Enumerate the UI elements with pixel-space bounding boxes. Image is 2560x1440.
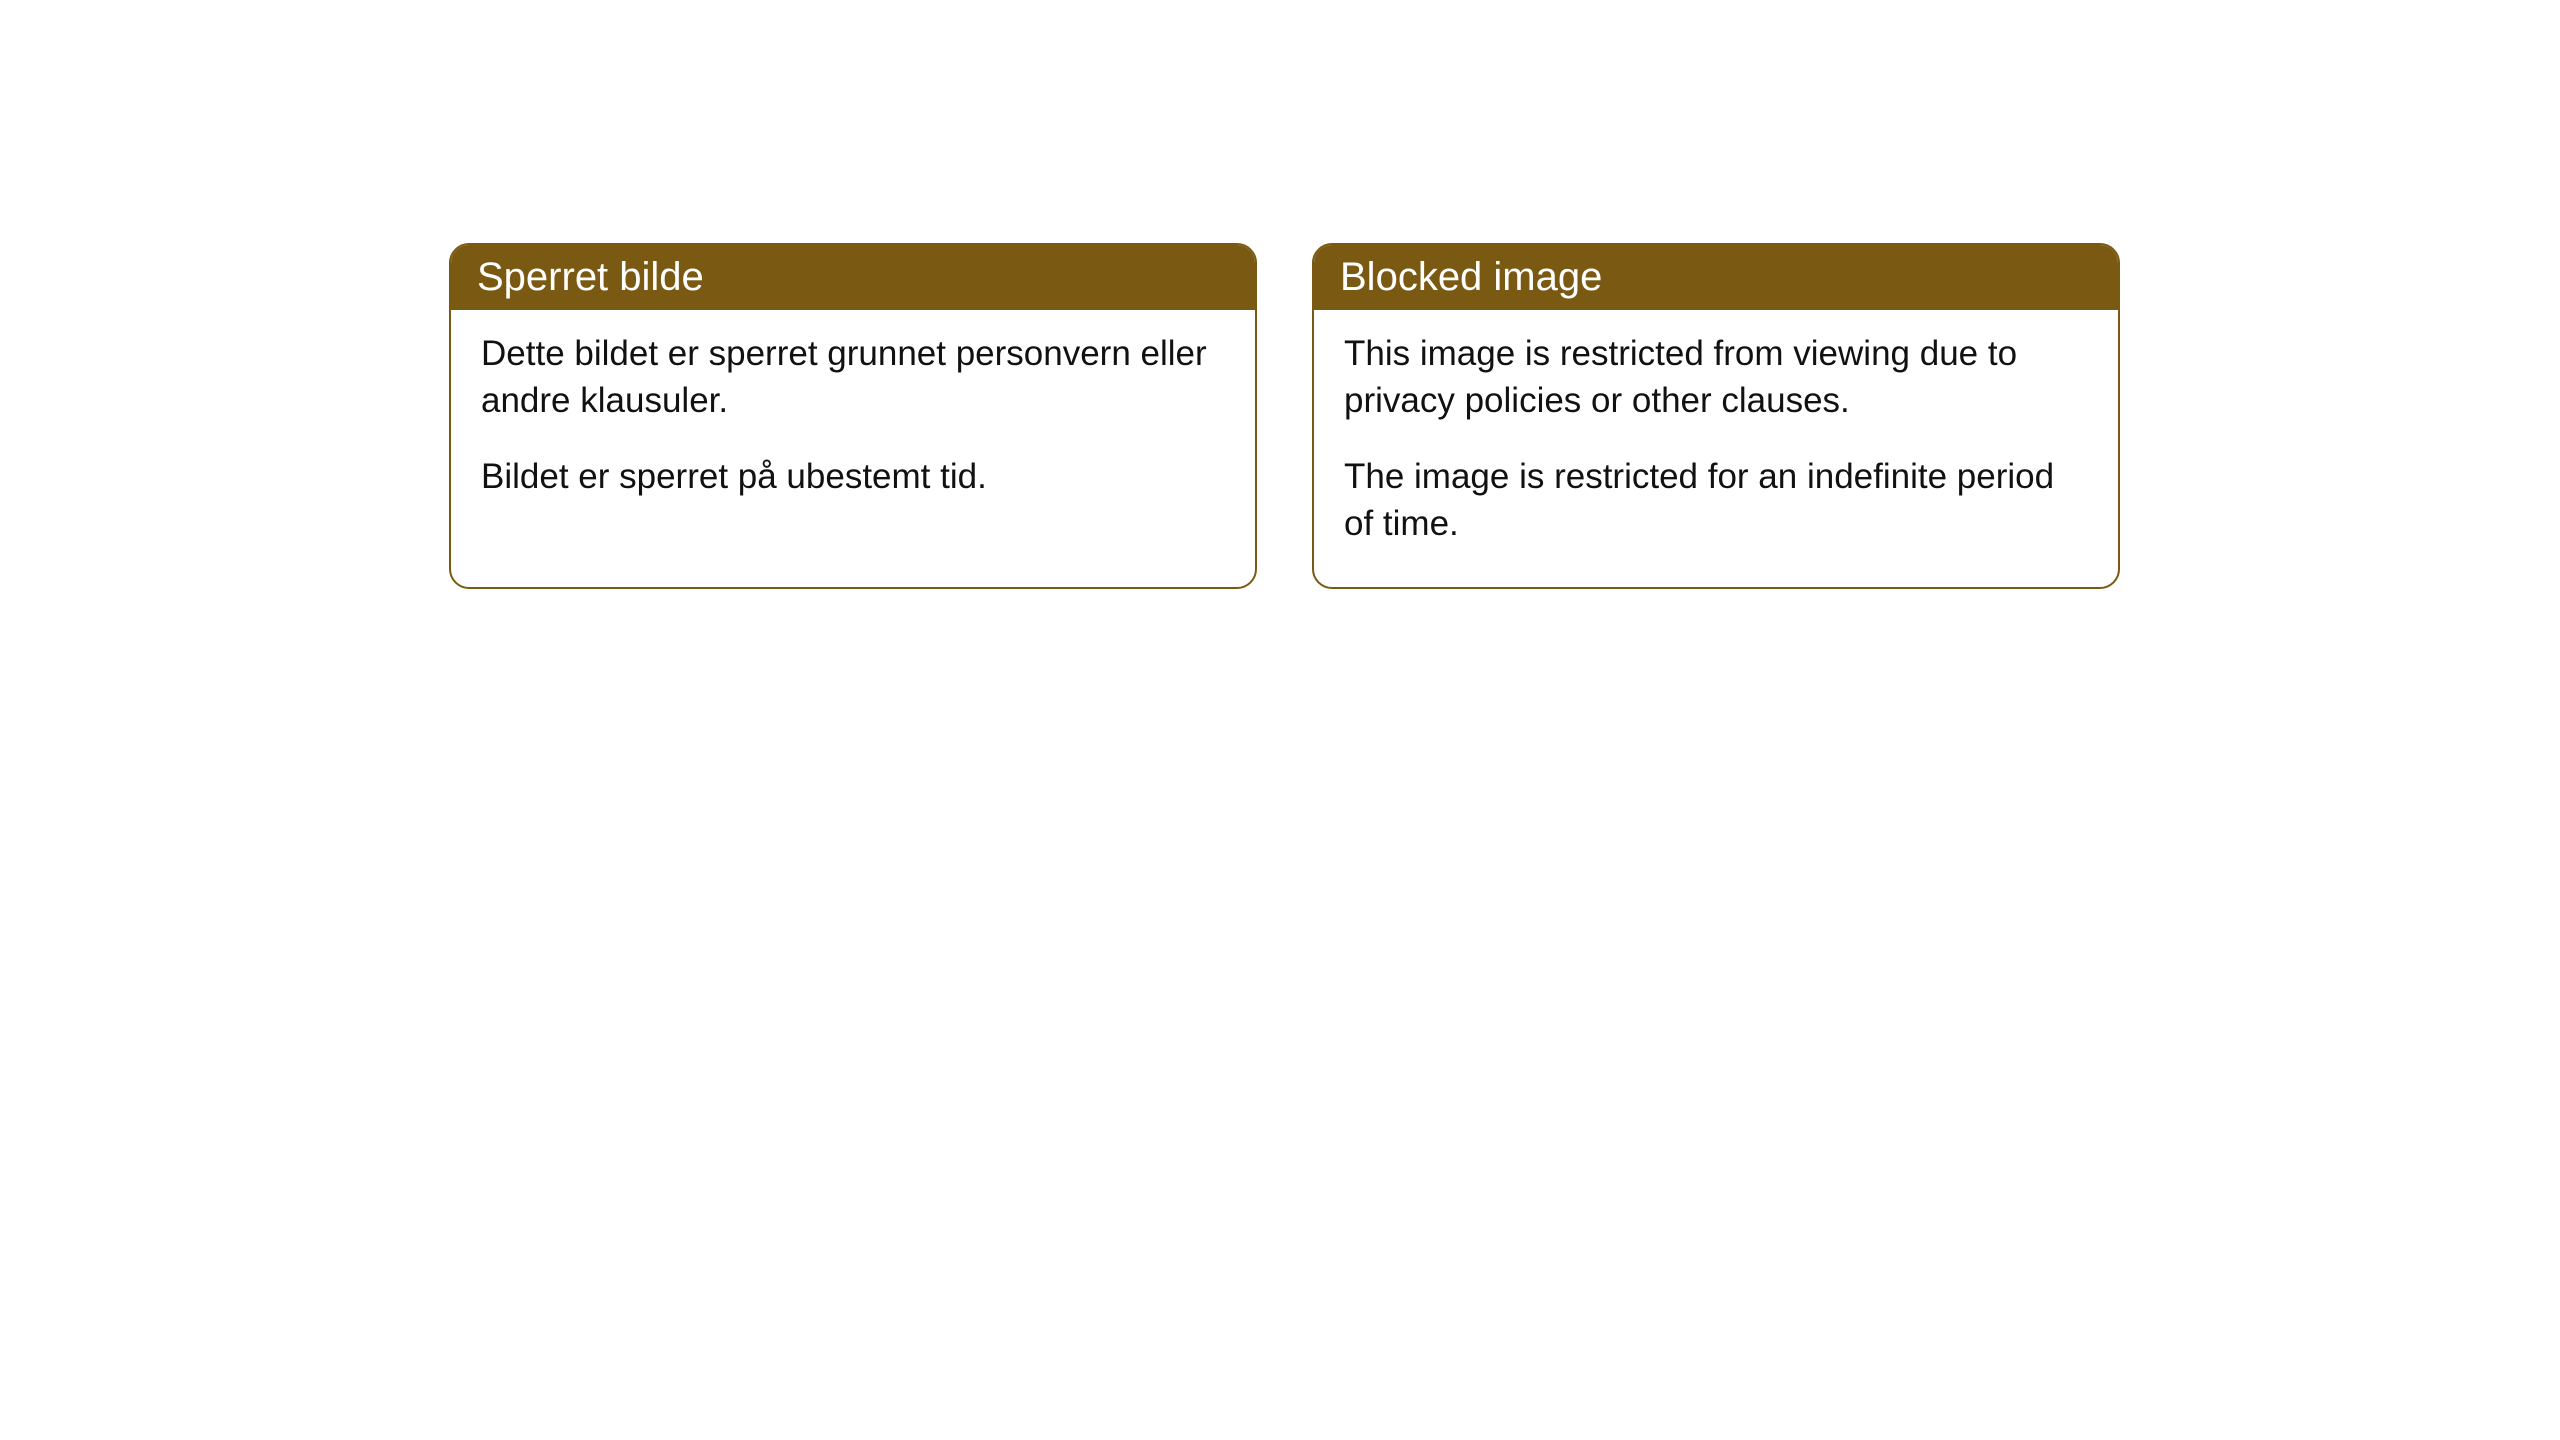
card-body: This image is restricted from viewing du…: [1314, 310, 2118, 587]
notice-card-english: Blocked image This image is restricted f…: [1312, 243, 2120, 589]
card-body: Dette bildet er sperret grunnet personve…: [451, 310, 1255, 540]
notice-cards-container: Sperret bilde Dette bildet er sperret gr…: [449, 243, 2120, 589]
card-header: Blocked image: [1314, 245, 2118, 310]
notice-card-norwegian: Sperret bilde Dette bildet er sperret gr…: [449, 243, 1257, 589]
card-header: Sperret bilde: [451, 245, 1255, 310]
card-paragraph: Bildet er sperret på ubestemt tid.: [481, 453, 1225, 500]
card-paragraph: This image is restricted from viewing du…: [1344, 330, 2088, 425]
card-title: Blocked image: [1340, 255, 1602, 299]
card-title: Sperret bilde: [477, 255, 704, 299]
card-paragraph: Dette bildet er sperret grunnet personve…: [481, 330, 1225, 425]
card-paragraph: The image is restricted for an indefinit…: [1344, 453, 2088, 548]
